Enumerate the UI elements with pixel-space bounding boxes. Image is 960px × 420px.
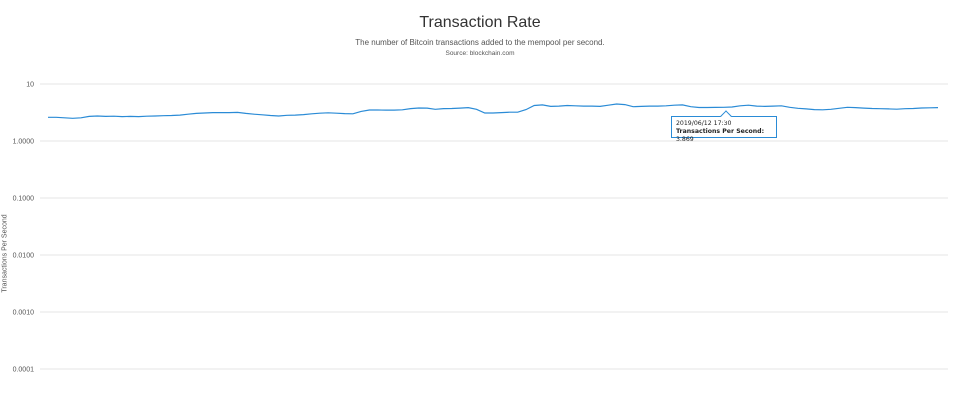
chart-subtitle: The number of Bitcoin transactions added…	[355, 38, 605, 47]
chart-source: Source: blockchain.com	[445, 50, 515, 57]
y-axis-ticks: 10 1.0000 0.1000 0.0100 0.0010 0.0001	[13, 82, 35, 374]
series-line[interactable]	[48, 103, 939, 119]
data-tooltip: 2019/06/12 17:30 Transactions Per Second…	[671, 110, 777, 143]
tooltip-value: 3.869	[676, 136, 694, 143]
y-tick-label: 0.1000	[13, 196, 35, 203]
y-tick-label: 0.0010	[13, 310, 35, 317]
y-tick-label: 0.0001	[13, 367, 35, 374]
tooltip-date: 2019/06/12 17:30	[676, 120, 732, 127]
y-tick-label: 0.0100	[13, 253, 35, 260]
tooltip-label: Transactions Per Second	[676, 128, 762, 135]
grid-lines	[40, 83, 948, 370]
chart-title: Transaction Rate	[419, 14, 541, 31]
tooltip-value-row: Transactions Per Second: 3.869	[676, 128, 765, 143]
series-group[interactable]	[48, 103, 939, 119]
y-tick-label: 10	[26, 82, 34, 89]
y-tick-label: 1.0000	[13, 139, 35, 146]
